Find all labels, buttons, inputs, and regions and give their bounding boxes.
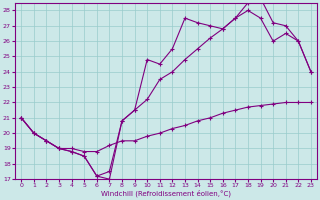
- X-axis label: Windchill (Refroidissement éolien,°C): Windchill (Refroidissement éolien,°C): [101, 190, 231, 197]
